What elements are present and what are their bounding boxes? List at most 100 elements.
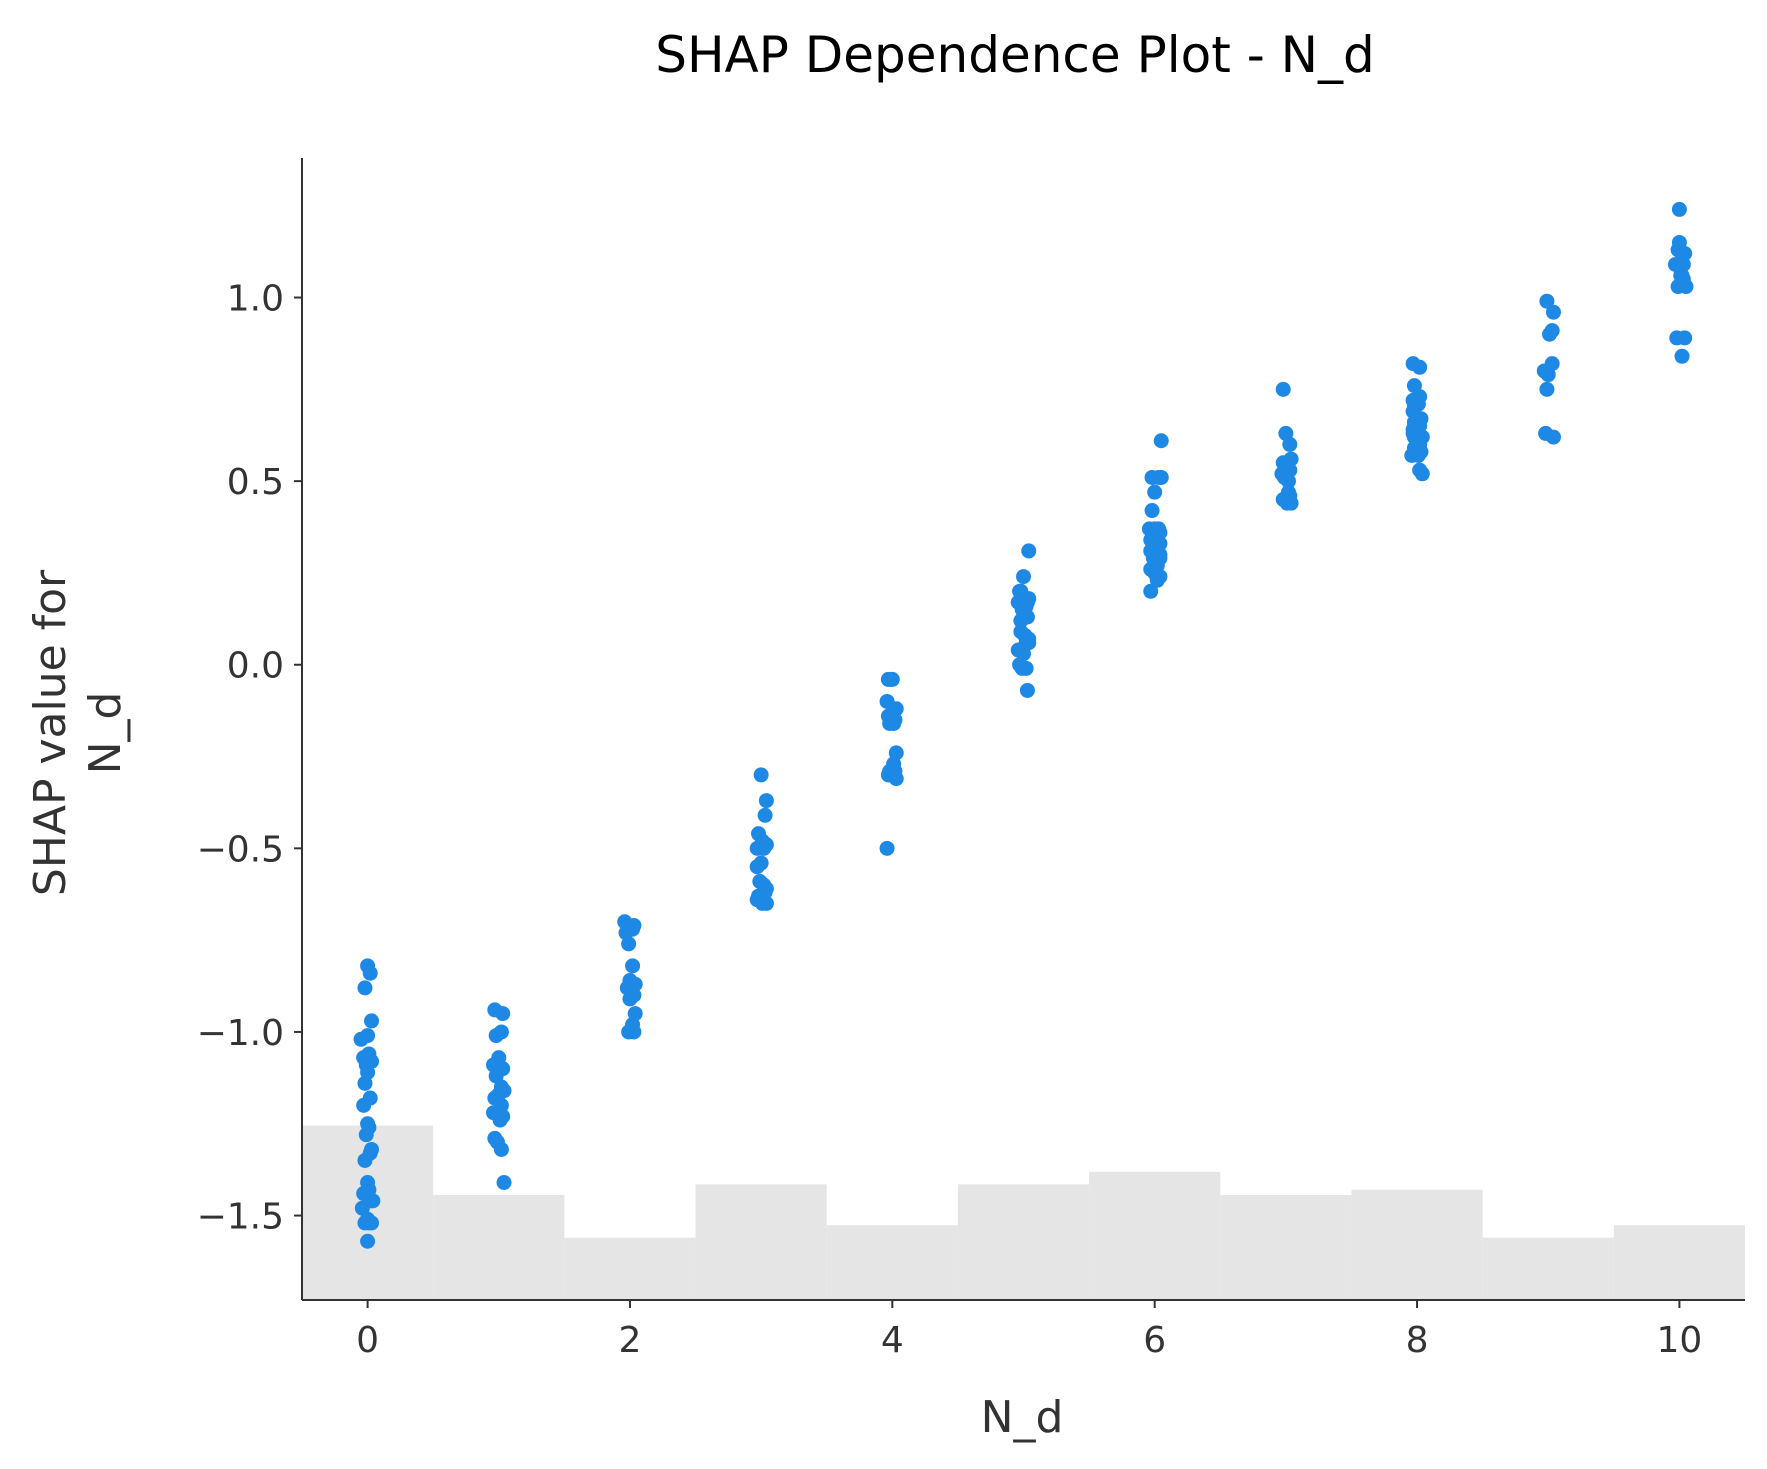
data-point bbox=[1153, 469, 1169, 485]
data-point bbox=[1406, 414, 1422, 430]
chart-title: SHAP Dependence Plot - N_d bbox=[655, 26, 1375, 84]
data-point bbox=[627, 976, 643, 992]
data-point bbox=[621, 1024, 637, 1040]
histogram-bar bbox=[826, 1225, 958, 1300]
data-point bbox=[1282, 436, 1298, 452]
data-point bbox=[1542, 326, 1558, 342]
histogram-bar bbox=[433, 1194, 565, 1300]
data-point bbox=[749, 859, 765, 875]
data-point bbox=[495, 1108, 511, 1124]
y-axis-label-line-2: N_d bbox=[80, 692, 131, 775]
data-point bbox=[622, 991, 638, 1007]
y-tick-label: 1.0 bbox=[227, 279, 284, 320]
data-point bbox=[357, 1152, 373, 1168]
x-tick-label: 2 bbox=[619, 1320, 642, 1361]
data-point bbox=[496, 1083, 512, 1099]
data-point bbox=[884, 671, 900, 687]
data-point bbox=[1280, 473, 1296, 489]
data-point bbox=[625, 921, 641, 937]
data-point bbox=[493, 1024, 509, 1040]
data-point bbox=[1677, 330, 1693, 346]
data-point bbox=[888, 771, 904, 787]
data-point bbox=[621, 936, 637, 952]
data-point bbox=[495, 1006, 511, 1022]
histogram-bar bbox=[1220, 1194, 1352, 1300]
data-point bbox=[1144, 503, 1160, 519]
data-point bbox=[758, 793, 774, 809]
data-point bbox=[360, 1233, 376, 1249]
histogram-bar bbox=[957, 1184, 1090, 1300]
data-point bbox=[1147, 484, 1163, 500]
data-point bbox=[1539, 293, 1555, 309]
data-point bbox=[357, 980, 373, 996]
data-point bbox=[1151, 525, 1167, 541]
data-point bbox=[1275, 381, 1291, 397]
histogram-bar bbox=[1089, 1171, 1221, 1300]
data-point bbox=[1674, 245, 1690, 261]
data-point bbox=[365, 1193, 381, 1209]
data-point bbox=[493, 1141, 509, 1157]
y-tick-label: −1.0 bbox=[197, 1013, 284, 1054]
x-tick-label: 0 bbox=[356, 1320, 379, 1361]
y-tick-label: 0.0 bbox=[227, 646, 284, 687]
data-point bbox=[1013, 613, 1029, 629]
data-point bbox=[364, 1013, 380, 1029]
y-tick-label: −0.5 bbox=[197, 829, 284, 870]
x-tick-label: 8 bbox=[1406, 1320, 1429, 1361]
data-point bbox=[1021, 635, 1037, 651]
data-point bbox=[1545, 304, 1561, 320]
x-axis-ticks: 0 2 4 6 8 10 bbox=[356, 1300, 1702, 1361]
histogram-bar bbox=[695, 1184, 827, 1300]
data-point bbox=[1143, 583, 1159, 599]
data-point bbox=[1019, 682, 1035, 698]
data-point bbox=[360, 958, 376, 974]
data-point bbox=[1540, 367, 1556, 383]
data-point bbox=[1671, 201, 1687, 217]
data-point bbox=[1412, 359, 1428, 375]
data-point bbox=[356, 1097, 372, 1113]
data-point bbox=[496, 1174, 512, 1190]
data-point bbox=[360, 1028, 376, 1044]
histogram-bar bbox=[1482, 1237, 1614, 1300]
data-point bbox=[882, 715, 898, 731]
data-point bbox=[1016, 569, 1031, 585]
y-axis-ticks: 1.0 0.5 0.0 −0.5 −1.0 −1.5 bbox=[197, 279, 302, 1238]
x-tick-label: 6 bbox=[1143, 1320, 1166, 1361]
x-tick-label: 10 bbox=[1657, 1320, 1703, 1361]
data-point bbox=[753, 767, 769, 783]
y-tick-label: 0.5 bbox=[227, 462, 284, 503]
y-axis-label: SHAP value for N_d bbox=[25, 569, 131, 896]
data-point bbox=[756, 840, 772, 856]
data-point bbox=[1545, 429, 1561, 445]
data-point bbox=[1674, 348, 1690, 364]
data-point bbox=[358, 1127, 374, 1143]
data-point bbox=[1414, 466, 1430, 482]
x-axis-label: N_d bbox=[981, 1392, 1064, 1443]
scatter-points bbox=[353, 201, 1694, 1249]
data-point bbox=[357, 1075, 373, 1091]
data-point bbox=[1670, 279, 1686, 295]
data-point bbox=[1012, 583, 1028, 599]
data-point bbox=[1149, 558, 1165, 574]
y-axis-label-line-1: SHAP value for bbox=[25, 569, 76, 896]
histogram bbox=[302, 1125, 1745, 1300]
data-point bbox=[1413, 444, 1429, 460]
histogram-bar bbox=[1613, 1225, 1745, 1300]
data-point bbox=[1405, 425, 1421, 441]
data-point bbox=[1153, 433, 1169, 449]
data-point bbox=[1275, 455, 1291, 471]
data-point bbox=[758, 895, 774, 911]
data-point bbox=[1018, 660, 1034, 676]
data-point bbox=[1021, 543, 1037, 559]
data-point bbox=[879, 840, 895, 856]
data-point bbox=[757, 807, 773, 823]
data-point bbox=[625, 958, 641, 974]
data-point bbox=[364, 1215, 380, 1231]
data-point bbox=[1539, 381, 1555, 397]
data-point bbox=[1283, 495, 1299, 511]
x-tick-label: 4 bbox=[881, 1320, 904, 1361]
y-tick-label: −1.5 bbox=[197, 1197, 284, 1238]
histogram-bar bbox=[564, 1237, 696, 1300]
histogram-bar bbox=[1351, 1189, 1483, 1300]
